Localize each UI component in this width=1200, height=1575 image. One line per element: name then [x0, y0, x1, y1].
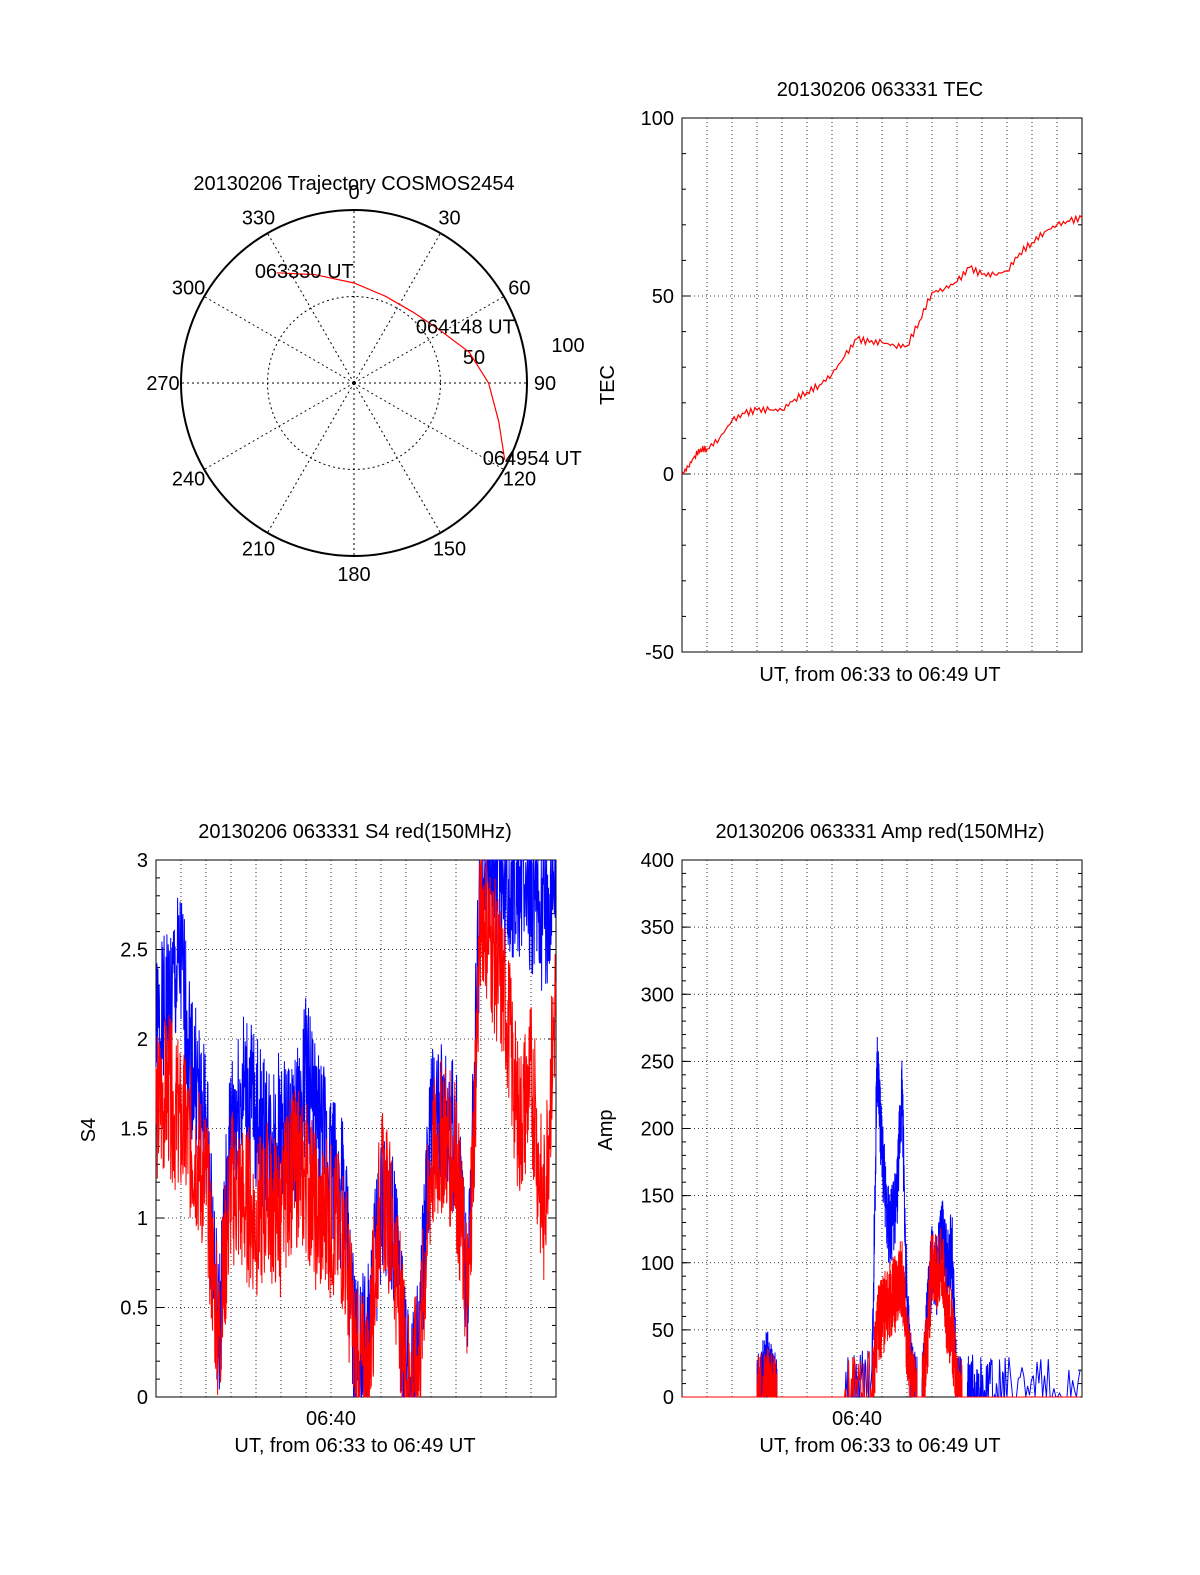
y-tick-label: 350 [641, 917, 674, 939]
polar-angle-label: 0 [348, 182, 359, 204]
amp-y-ticks: 0 50 100 150 200 250 300 350 400 [641, 850, 1082, 1409]
y-tick-label: 0.5 [120, 1298, 148, 1320]
polar-spoke [203, 296, 355, 384]
polar-outer-circle [180, 209, 528, 557]
y-tick-label: 3 [137, 850, 148, 872]
polar-title: 20130206 Trajectory COSMOS2454 [193, 173, 514, 195]
y-tick-label: 250 [641, 1051, 674, 1073]
polar-spoke [353, 382, 505, 470]
y-tick-label: -50 [645, 642, 674, 664]
series-line-red [682, 1228, 1081, 1399]
polar-angle-label: 30 [438, 208, 460, 230]
tec-panel: 20130206 063331 TEC -50 0 50 100 TEC UT, fr… [597, 79, 1083, 686]
tec-y-label: TEC [597, 365, 619, 405]
s4-panel: 20130206 063331 S4 red(150MHz) 0 0.5 1 1.5 2… [78, 821, 557, 1457]
polar-angle-label: 210 [242, 538, 275, 560]
polar-time-annotation: 063330 UT [255, 261, 354, 283]
tec-title: 20130206 063331 TEC [777, 79, 983, 101]
polar-annotations: 063330 UT 064148 UT 064954 UT [255, 261, 582, 470]
polar-radial-label: 50 [463, 347, 485, 369]
y-tick-label: 400 [641, 850, 674, 872]
tec-series-line [681, 214, 1083, 475]
y-tick-label: 50 [652, 1320, 674, 1342]
polar-angle-label: 60 [508, 278, 530, 300]
amp-x-ticks: 06:40 [832, 1408, 882, 1430]
polar-spoke [267, 382, 355, 534]
polar-radial-labels: 50 100 [463, 335, 585, 369]
polar-radial-label: 100 [551, 335, 584, 357]
polar-time-annotation: 064148 UT [416, 317, 515, 339]
amp-y-label: Amp [595, 1109, 617, 1150]
y-tick-label: 1.5 [120, 1119, 148, 1141]
tec-y-ticks: -50 0 50 100 [641, 108, 1082, 664]
y-tick-label: 2 [137, 1029, 148, 1051]
polar-angle-label: 120 [503, 469, 536, 491]
polar-angle-label: 180 [337, 564, 370, 586]
x-tick-label: 06:40 [306, 1408, 356, 1430]
polar-angle-label: 240 [172, 469, 205, 491]
tec-grid [682, 118, 1082, 652]
polar-angle-labels: 0 30 60 90 120 150 180 210 240 270 300 330 [146, 182, 556, 586]
polar-spoke [353, 296, 505, 384]
s4-series [155, 859, 557, 1398]
s4-title: 20130206 063331 S4 red(150MHz) [198, 821, 512, 843]
polar-spoke [203, 382, 355, 470]
polar-angle-label: 150 [433, 538, 466, 560]
polar-spoke [353, 382, 441, 534]
y-tick-label: 1 [137, 1208, 148, 1230]
polar-angle-label: 300 [172, 278, 205, 300]
polar-trajectory-line [276, 272, 506, 460]
y-tick-label: 300 [641, 984, 674, 1006]
y-tick-label: 50 [652, 286, 674, 308]
y-tick-label: 0 [663, 464, 674, 486]
polar-spoke [353, 232, 441, 384]
amp-title: 20130206 063331 Amp red(150MHz) [715, 821, 1044, 843]
s4-x-label: UT, from 06:33 to 06:49 UT [234, 1435, 475, 1457]
polar-spoke [267, 232, 355, 384]
polar-time-annotation: 064954 UT [483, 448, 582, 470]
y-tick-label: 2.5 [120, 940, 148, 962]
x-tick-label: 06:40 [832, 1408, 882, 1430]
y-tick-label: 100 [641, 108, 674, 130]
tec-x-label: UT, from 06:33 to 06:49 UT [759, 664, 1000, 686]
series-line-red [155, 859, 557, 1398]
polar-grid [180, 209, 528, 557]
y-tick-label: 0 [137, 1387, 148, 1409]
polar-angle-label: 330 [242, 208, 275, 230]
s4-y-label: S4 [78, 1118, 100, 1142]
y-tick-label: 200 [641, 1119, 674, 1141]
polar-angle-label: 270 [146, 373, 179, 395]
amp-series [682, 1036, 1081, 1399]
s4-x-ticks: 06:40 [306, 1408, 356, 1430]
polar-trajectory [276, 272, 506, 460]
y-tick-label: 100 [641, 1253, 674, 1275]
amp-panel: 20130206 063331 Amp red(150MHz) 0 50 100 15… [595, 821, 1083, 1457]
y-tick-label: 0 [663, 1387, 674, 1409]
s4-y-ticks: 0 0.5 1 1.5 2 2.5 3 [120, 850, 556, 1409]
polar-panel: 20130206 Trajectory COSMOS2454 0 30 60 90 12… [146, 173, 584, 586]
polar-angle-label: 90 [534, 373, 556, 395]
amp-x-label: UT, from 06:33 to 06:49 UT [759, 1435, 1000, 1457]
y-tick-label: 150 [641, 1186, 674, 1208]
